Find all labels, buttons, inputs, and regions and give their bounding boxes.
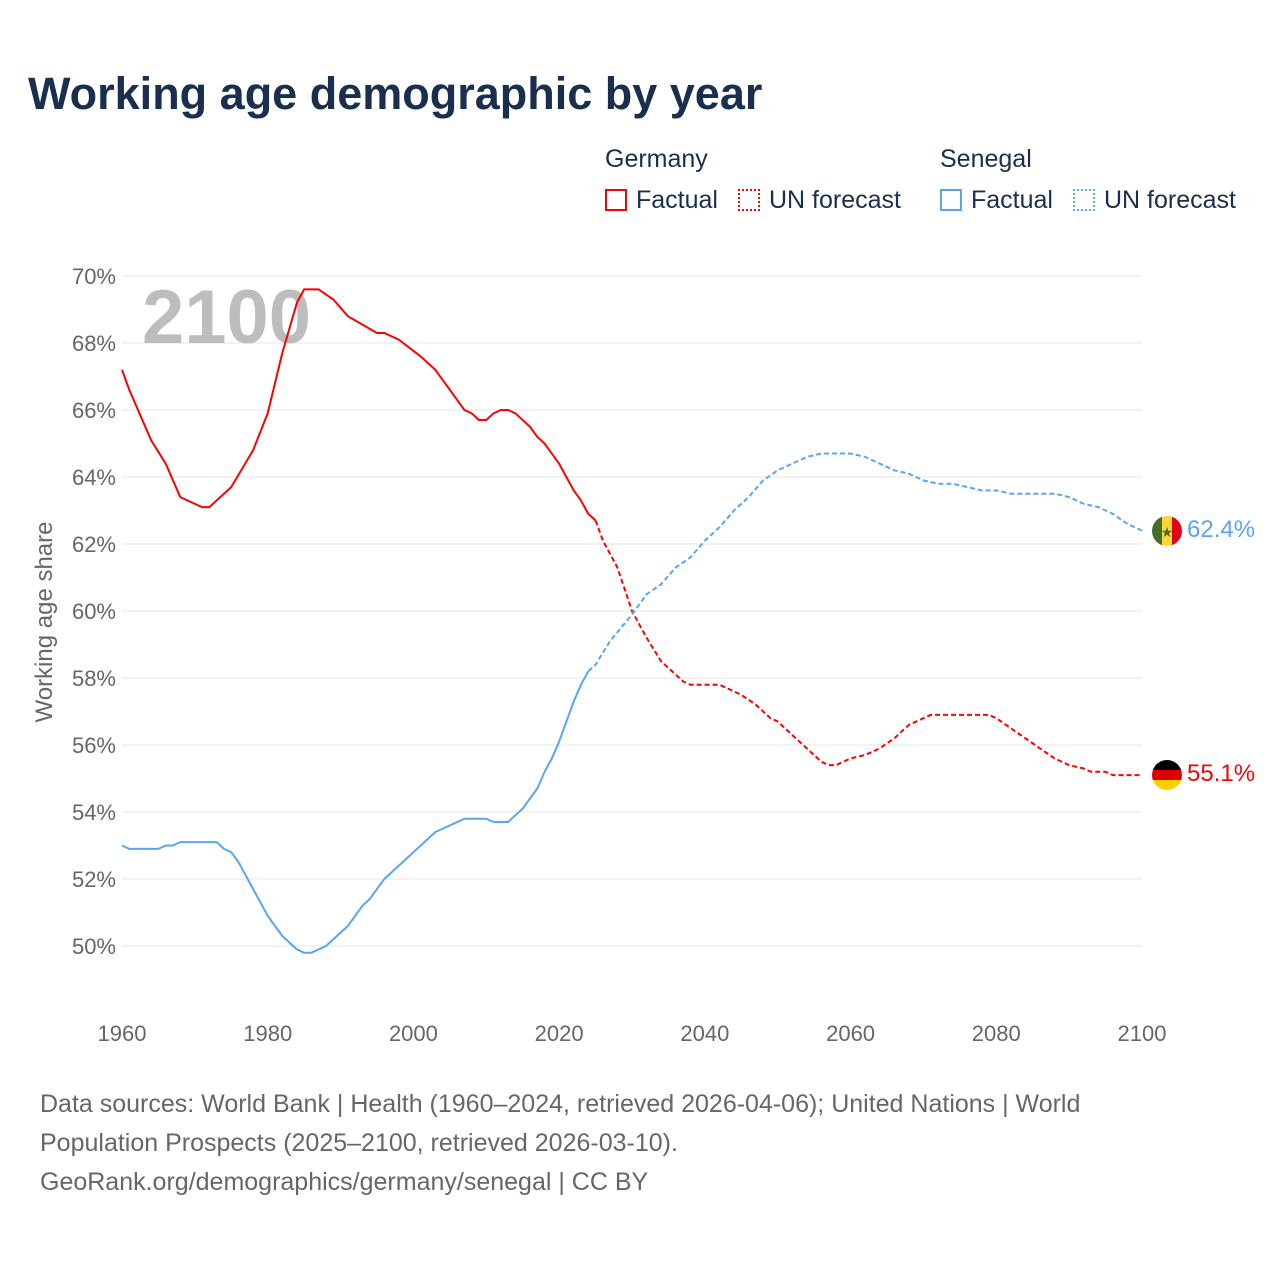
senegal-flag-icon: ★ <box>1152 516 1182 546</box>
legend-group-senegal: Senegal <box>940 145 1032 173</box>
svg-text:★: ★ <box>1161 524 1174 540</box>
legend-germany-factual[interactable]: Factual <box>636 186 718 214</box>
y-tick-label: 62% <box>72 532 116 557</box>
legend-group-germany: Germany <box>605 145 708 173</box>
senegal-end-label: 62.4% <box>1187 516 1255 543</box>
x-tick-label: 2100 <box>1118 1021 1167 1046</box>
footer-sources-2: Population Prospects (2025–2100, retriev… <box>40 1129 678 1157</box>
legend-germany-forecast[interactable]: UN forecast <box>769 186 901 214</box>
y-tick-label: 64% <box>72 465 116 490</box>
x-tick-label: 1960 <box>98 1021 147 1046</box>
x-tick-label: 2080 <box>972 1021 1021 1046</box>
y-tick-label: 68% <box>72 331 116 356</box>
footer-link[interactable]: GeoRank.org/demographics/germany/senegal… <box>40 1168 649 1196</box>
y-tick-label: 52% <box>72 867 116 892</box>
x-tick-label: 2000 <box>389 1021 438 1046</box>
legend-senegal-forecast[interactable]: UN forecast <box>1104 186 1236 214</box>
chart-title: Working age demographic by year <box>28 68 763 119</box>
y-tick-label: 66% <box>72 398 116 423</box>
x-tick-label: 2020 <box>535 1021 584 1046</box>
y-tick-label: 60% <box>72 599 116 624</box>
y-axis-label: Working age share <box>31 522 58 723</box>
y-tick-label: 50% <box>72 934 116 959</box>
legend-swatch-senegal-forecast <box>1073 189 1095 211</box>
germany-end-label: 55.1% <box>1187 760 1255 787</box>
senegal-forecast-line <box>587 452 1143 673</box>
year-watermark: 2100 <box>142 275 311 360</box>
germany-forecast-line <box>594 520 1142 777</box>
x-tick-label: 2040 <box>680 1021 729 1046</box>
senegal-factual-line <box>121 670 590 954</box>
legend-swatch-germany-factual <box>605 189 627 211</box>
x-tick-label: 2060 <box>826 1021 875 1046</box>
legend-swatch-germany-forecast <box>738 189 760 211</box>
germany-flag-icon <box>1152 760 1182 790</box>
y-tick-label: 58% <box>72 666 116 691</box>
y-tick-label: 54% <box>72 800 116 825</box>
y-tick-label: 70% <box>72 264 116 289</box>
y-tick-label: 56% <box>72 733 116 758</box>
legend-senegal-factual[interactable]: Factual <box>971 186 1053 214</box>
footer-sources-1: Data sources: World Bank | Health (1960–… <box>40 1090 1081 1118</box>
legend-swatch-senegal-factual <box>940 189 962 211</box>
x-tick-label: 1980 <box>243 1021 292 1046</box>
germany-factual-line <box>121 288 597 522</box>
